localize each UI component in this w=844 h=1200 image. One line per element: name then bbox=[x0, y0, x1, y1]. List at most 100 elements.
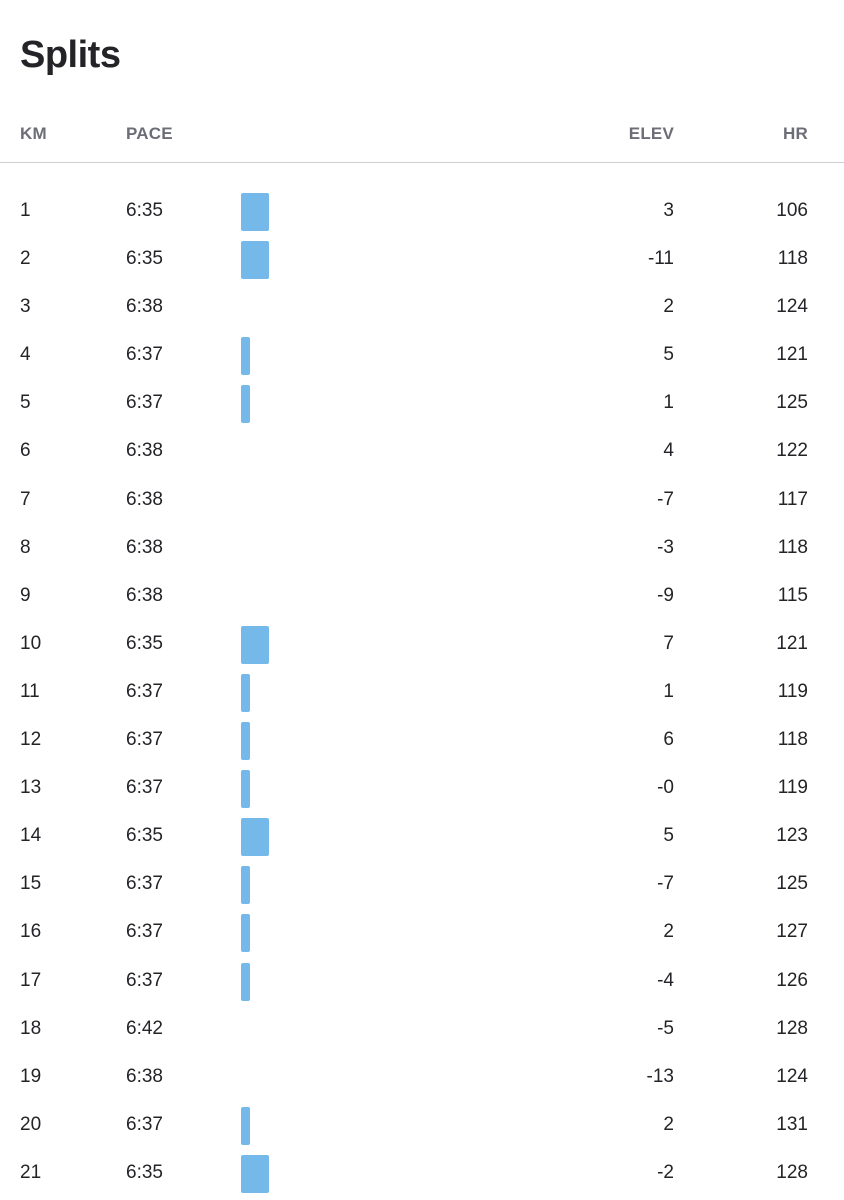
split-elev: 5 bbox=[663, 344, 674, 366]
split-elev: 3 bbox=[663, 200, 674, 221]
column-header-km: KM bbox=[20, 124, 47, 143]
split-elev: -13 bbox=[646, 1065, 674, 1087]
split-row[interactable]: 8 6:38 -3 118 bbox=[0, 525, 844, 573]
split-pace: 6:37 bbox=[126, 729, 163, 751]
split-km: 11 bbox=[20, 680, 40, 702]
pace-bar bbox=[241, 722, 251, 761]
pace-bar bbox=[241, 241, 269, 280]
split-pace: 6:37 bbox=[126, 680, 163, 702]
split-row[interactable]: 21 6:35 -2 128 bbox=[0, 1150, 844, 1198]
split-pace: 6:38 bbox=[126, 488, 163, 510]
split-row[interactable]: 20 6:37 2 131 bbox=[0, 1102, 844, 1150]
split-km: 14 bbox=[20, 825, 42, 847]
split-elev: -4 bbox=[657, 969, 674, 991]
split-km: 5 bbox=[20, 392, 31, 414]
split-elev: -0 bbox=[657, 777, 674, 799]
split-row[interactable]: 7 6:38 -7 117 bbox=[0, 477, 844, 525]
split-km: 10 bbox=[20, 632, 42, 654]
split-km: 15 bbox=[20, 873, 42, 895]
pace-bar bbox=[241, 1154, 269, 1193]
split-row[interactable]: 15 6:37 -7 125 bbox=[0, 861, 844, 909]
split-hr: 119 bbox=[777, 777, 808, 799]
split-row[interactable]: 5 6:37 1 125 bbox=[0, 380, 844, 428]
split-row[interactable]: 18 6:42 -5 128 bbox=[0, 1006, 844, 1054]
split-row[interactable]: 1 6:35 3 106 bbox=[0, 188, 844, 236]
split-km: 8 bbox=[20, 536, 31, 558]
pace-bar bbox=[241, 337, 251, 376]
split-km: 21 bbox=[20, 1161, 42, 1183]
split-row[interactable]: 9 6:38 -9 115 bbox=[0, 573, 844, 621]
split-elev: -5 bbox=[657, 1017, 674, 1039]
split-elev: 2 bbox=[663, 1113, 674, 1135]
split-hr: 126 bbox=[776, 969, 808, 991]
split-pace: 6:37 bbox=[126, 777, 163, 799]
split-elev: 6 bbox=[663, 729, 674, 751]
split-km: 20 bbox=[20, 1113, 42, 1135]
split-pace: 6:35 bbox=[126, 200, 163, 221]
split-km: 18 bbox=[20, 1017, 42, 1039]
split-hr: 125 bbox=[776, 392, 808, 414]
split-km: 4 bbox=[20, 344, 31, 366]
split-hr: 128 bbox=[776, 1161, 808, 1183]
split-km: 17 bbox=[20, 969, 42, 991]
split-km: 16 bbox=[20, 921, 42, 943]
split-row[interactable]: 19 6:38 -13 124 bbox=[0, 1054, 844, 1102]
split-hr: 118 bbox=[777, 536, 808, 558]
splits-table-body: 1 6:35 3 106 2 6:35 -11 118 3 6:38 2 124 4 6:37 5 121 5 6… bbox=[0, 188, 844, 1198]
split-row[interactable]: 14 6:35 5 123 bbox=[0, 813, 844, 861]
column-header-pace: PACE bbox=[126, 124, 173, 143]
split-elev: -11 bbox=[647, 248, 674, 270]
pace-bar bbox=[241, 770, 251, 809]
splits-table-header: KM PACE ELEV HR bbox=[0, 120, 844, 163]
split-hr: 119 bbox=[777, 680, 808, 702]
split-row[interactable]: 17 6:37 -4 126 bbox=[0, 958, 844, 1006]
split-hr: 122 bbox=[776, 440, 808, 462]
split-hr: 124 bbox=[776, 296, 808, 318]
split-pace: 6:37 bbox=[126, 344, 163, 366]
split-elev: 1 bbox=[663, 680, 674, 702]
split-pace: 6:37 bbox=[126, 392, 163, 414]
split-elev: -9 bbox=[657, 584, 674, 606]
split-row[interactable]: 2 6:35 -11 118 bbox=[0, 236, 844, 284]
split-hr: 106 bbox=[776, 200, 808, 221]
split-hr: 118 bbox=[777, 248, 808, 270]
split-row[interactable]: 16 6:37 2 127 bbox=[0, 909, 844, 957]
split-elev: 5 bbox=[663, 825, 674, 847]
split-pace: 6:42 bbox=[126, 1017, 163, 1039]
split-elev: 2 bbox=[663, 296, 674, 318]
pace-bar bbox=[241, 914, 251, 953]
pace-bar bbox=[241, 866, 251, 905]
split-hr: 123 bbox=[776, 825, 808, 847]
pace-bar bbox=[241, 1106, 251, 1145]
split-hr: 125 bbox=[776, 873, 808, 895]
split-km: 6 bbox=[20, 440, 31, 462]
column-header-elev: ELEV bbox=[628, 124, 674, 143]
split-pace: 6:38 bbox=[126, 440, 163, 462]
split-hr: 118 bbox=[777, 729, 808, 751]
split-row[interactable]: 12 6:37 6 118 bbox=[0, 717, 844, 765]
split-pace: 6:38 bbox=[126, 296, 163, 318]
split-row[interactable]: 11 6:37 1 119 bbox=[0, 669, 844, 717]
split-hr: 121 bbox=[776, 632, 808, 654]
pace-bar bbox=[241, 818, 269, 857]
split-row[interactable]: 6 6:38 4 122 bbox=[0, 428, 844, 476]
split-hr: 121 bbox=[776, 344, 808, 366]
split-pace: 6:35 bbox=[126, 825, 163, 847]
pace-bar bbox=[241, 385, 251, 424]
split-row[interactable]: 10 6:35 7 121 bbox=[0, 621, 844, 669]
split-km: 19 bbox=[20, 1065, 42, 1087]
split-hr: 117 bbox=[777, 488, 808, 510]
split-row[interactable]: 3 6:38 2 124 bbox=[0, 284, 844, 332]
split-pace: 6:35 bbox=[126, 248, 163, 270]
split-elev: 1 bbox=[663, 392, 674, 414]
split-pace: 6:37 bbox=[126, 873, 163, 895]
split-pace: 6:35 bbox=[126, 632, 163, 654]
split-row[interactable]: 4 6:37 5 121 bbox=[0, 332, 844, 380]
split-row[interactable]: 13 6:37 -0 119 bbox=[0, 765, 844, 813]
pace-bar bbox=[241, 625, 269, 664]
split-elev: -7 bbox=[657, 873, 674, 895]
split-hr: 131 bbox=[776, 1113, 808, 1135]
split-elev: -3 bbox=[657, 536, 674, 558]
pace-bar bbox=[241, 962, 251, 1001]
split-pace: 6:38 bbox=[126, 584, 163, 606]
